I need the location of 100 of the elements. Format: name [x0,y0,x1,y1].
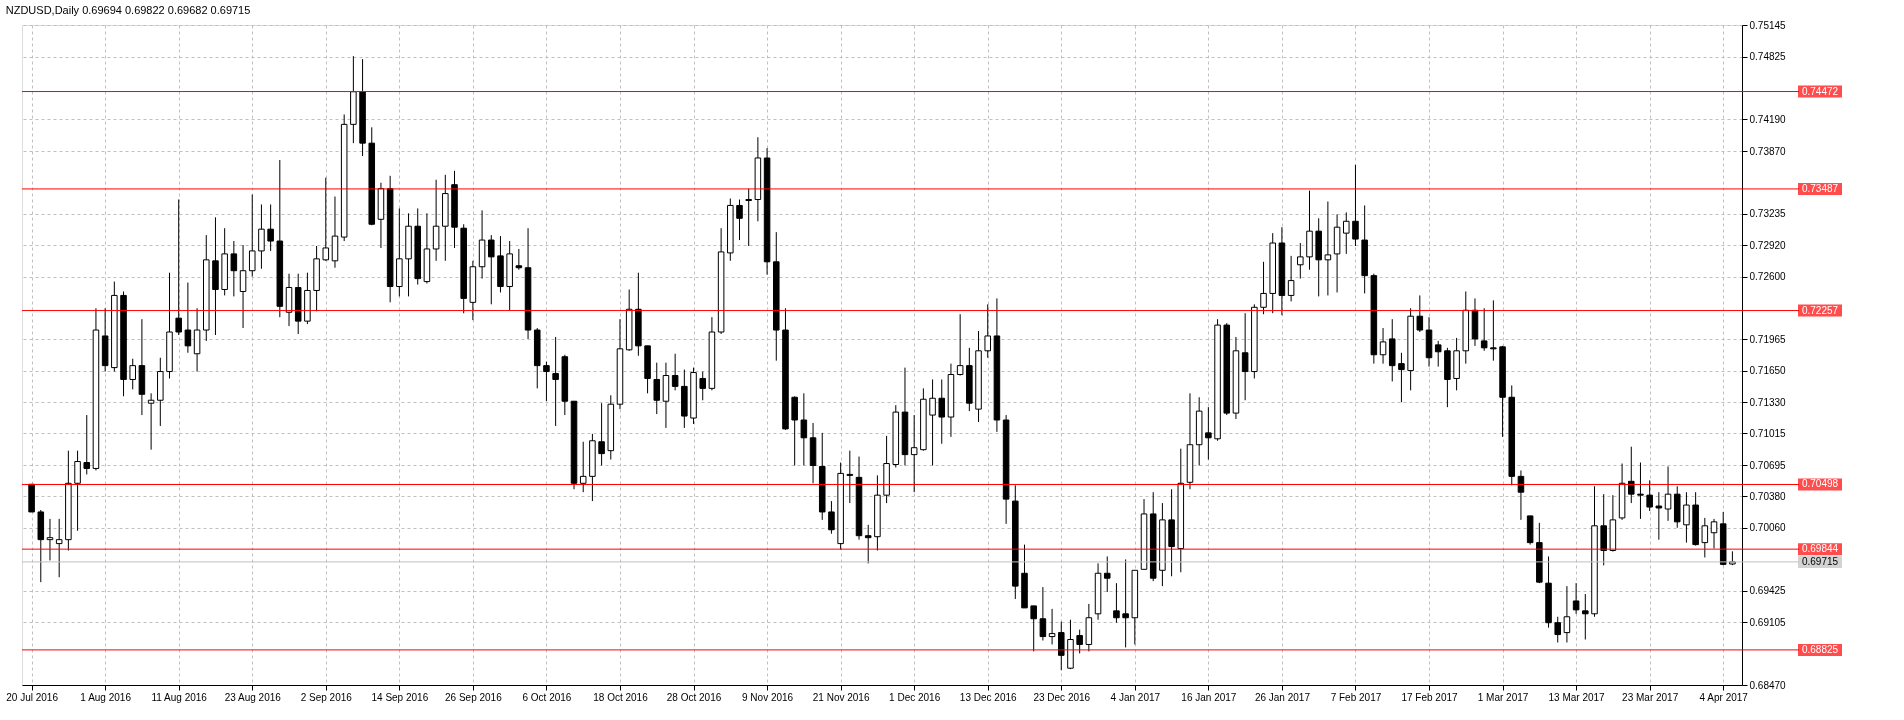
ref-line-label: 0.70498 [1801,478,1839,490]
y-tick-label: 0.71015 [1749,427,1787,439]
y-tick-label: 0.69425 [1749,585,1787,597]
candlestick [846,450,854,504]
candlestick [1379,327,1387,365]
candlestick [1434,340,1442,368]
x-tick-label: 7 Feb 2017 [1330,691,1382,703]
candlestick [1683,491,1690,544]
ref-line-label: 0.74472 [1801,85,1839,97]
x-tick-label: 20 Jul 2016 [6,691,59,703]
candlestick [83,414,91,475]
candlestick [579,441,587,493]
x-tick-label: 9 Nov 2016 [742,691,794,703]
candlestick [258,203,265,270]
candlestick [1241,312,1249,401]
ref-line-label: 0.69715 [1801,555,1839,567]
candlestick [1701,517,1709,558]
candlestick [699,371,706,401]
y-tick-label: 0.72600 [1749,271,1787,283]
candlestick [956,313,964,377]
y-tick-label: 0.73235 [1749,208,1787,220]
candlestick [248,194,256,278]
x-tick-label: 13 Dec 2016 [959,691,1018,703]
candlestick [1416,294,1424,333]
candlestick [432,179,440,262]
x-tick-label: 16 Jan 2017 [1181,691,1237,703]
candlestick [1563,585,1571,643]
y-tick-label: 0.68470 [1749,679,1787,691]
candlestick [74,450,81,532]
x-tick-label: 14 Sep 2016 [371,691,429,703]
x-tick-label: 11 Aug 2016 [151,691,208,703]
candlestick [543,361,550,402]
candlestick [1352,164,1359,247]
candlestick [46,518,54,561]
y-tick-label: 0.74825 [1749,51,1787,63]
x-tick-label: 28 Oct 2016 [666,691,722,703]
x-tick-label: 2 Sep 2016 [300,691,353,703]
y-tick-label: 0.70695 [1749,459,1787,471]
candlestick [864,524,872,564]
candlestick [230,240,238,297]
candlestick [1260,261,1267,315]
candlestick [1710,518,1718,550]
x-tick-label: 18 Oct 2016 [593,691,649,703]
x-tick-label: 23 Aug 2016 [224,691,282,703]
candlestick [322,177,330,262]
candlestick [1122,558,1129,648]
candlestick [1664,465,1672,522]
candlestick [1490,299,1497,362]
candlestick [1205,406,1212,461]
chart-title: NZDUSD,Daily 0.69694 0.69822 0.69682 0.69715 [5,4,251,16]
y-tick-label: 0.71965 [1749,333,1787,345]
y-tick-label: 0.75145 [1749,19,1787,31]
x-tick-label: 26 Sep 2016 [445,691,503,703]
candlestick [1646,479,1653,512]
candlestick [736,199,743,241]
candlestick [193,307,201,373]
candlestick [745,188,752,247]
x-tick-label: 17 Feb 2017 [1401,691,1459,703]
candlestick [1103,555,1111,593]
candlestick [1343,211,1350,255]
candlestick [1287,255,1295,302]
candlestick [1637,462,1644,520]
candlestick [1572,582,1580,615]
candlestick [1655,491,1663,541]
candlestick [55,518,63,578]
ref-line-label: 0.72257 [1801,304,1839,316]
candlestick [938,378,946,445]
y-tick-label: 0.69105 [1749,616,1787,628]
candlestick [910,414,918,493]
y-tick-label: 0.70060 [1749,522,1787,534]
x-tick-label: 21 Nov 2016 [812,691,870,703]
x-tick-label: 1 Mar 2017 [1477,691,1529,703]
candlestick [1480,307,1488,352]
candlestick [239,244,247,329]
x-tick-label: 23 Dec 2016 [1033,691,1091,703]
y-tick-label: 0.70380 [1749,490,1787,502]
x-tick-label: 6 Oct 2016 [522,691,572,703]
candlestick [653,362,661,415]
candlestick [488,234,495,305]
x-tick-label: 1 Aug 2016 [80,691,132,703]
candlestick [1076,629,1083,654]
candlestick [175,199,182,336]
y-tick-label: 0.72920 [1749,239,1787,251]
candlestick [929,378,936,466]
candlestick [1039,586,1047,642]
y-tick-label: 0.71330 [1749,396,1787,408]
x-tick-label: 23 Mar 2017 [1622,691,1679,703]
candlestick [1113,582,1120,624]
x-tick-label: 4 Apr 2017 [1699,691,1749,703]
candlestick [267,203,274,252]
x-tick-label: 26 Jan 2017 [1254,691,1311,703]
candlestick [828,500,835,535]
y-tick-label: 0.73870 [1749,145,1787,157]
x-tick-label: 1 Dec 2016 [889,691,941,703]
candlestick [1398,352,1405,403]
candlestick [1030,605,1037,652]
ref-line-label: 0.69844 [1801,543,1839,555]
candlestick [800,392,808,466]
y-tick-label: 0.71650 [1749,365,1787,377]
candlestick [1554,616,1561,643]
